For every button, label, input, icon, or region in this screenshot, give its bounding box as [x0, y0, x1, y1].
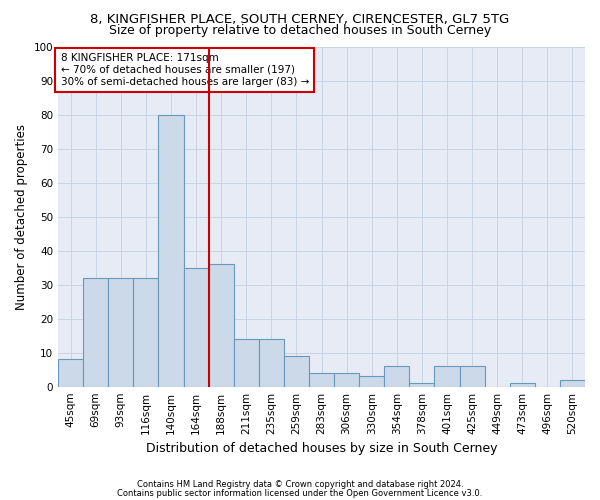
Bar — [58, 360, 83, 386]
Text: Contains HM Land Registry data © Crown copyright and database right 2024.: Contains HM Land Registry data © Crown c… — [137, 480, 463, 489]
Bar — [259, 339, 284, 386]
Bar — [233, 339, 259, 386]
Bar — [409, 384, 434, 386]
Bar — [209, 264, 233, 386]
Text: Contains public sector information licensed under the Open Government Licence v3: Contains public sector information licen… — [118, 489, 482, 498]
Text: 8, KINGFISHER PLACE, SOUTH CERNEY, CIRENCESTER, GL7 5TG: 8, KINGFISHER PLACE, SOUTH CERNEY, CIREN… — [91, 12, 509, 26]
X-axis label: Distribution of detached houses by size in South Cerney: Distribution of detached houses by size … — [146, 442, 497, 455]
Bar — [434, 366, 460, 386]
Bar — [384, 366, 409, 386]
Text: 8 KINGFISHER PLACE: 171sqm
← 70% of detached houses are smaller (197)
30% of sem: 8 KINGFISHER PLACE: 171sqm ← 70% of deta… — [61, 54, 309, 86]
Bar — [460, 366, 485, 386]
Bar — [560, 380, 585, 386]
Y-axis label: Number of detached properties: Number of detached properties — [15, 124, 28, 310]
Bar — [309, 373, 334, 386]
Bar — [359, 376, 384, 386]
Bar — [133, 278, 158, 386]
Bar — [83, 278, 108, 386]
Text: Size of property relative to detached houses in South Cerney: Size of property relative to detached ho… — [109, 24, 491, 37]
Bar — [510, 384, 535, 386]
Bar — [184, 268, 209, 386]
Bar — [158, 114, 184, 386]
Bar — [284, 356, 309, 386]
Bar — [108, 278, 133, 386]
Bar — [334, 373, 359, 386]
